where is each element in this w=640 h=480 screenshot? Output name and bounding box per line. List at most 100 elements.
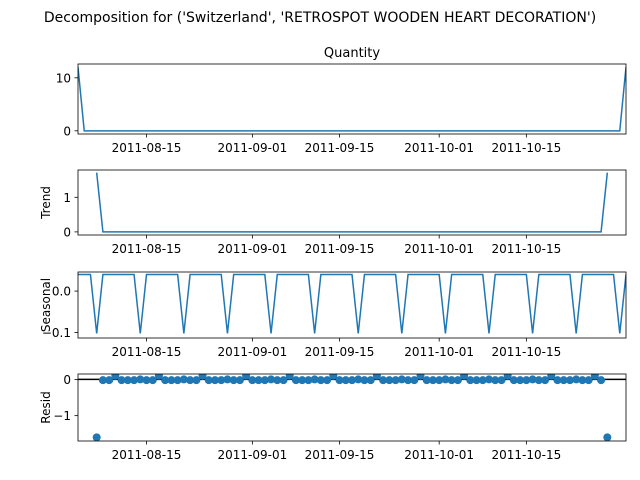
resid-point [111, 374, 120, 380]
resid-point [348, 376, 356, 385]
resid-point [422, 376, 431, 385]
resid-point [472, 376, 481, 385]
resid-x-tick-label: 2011-10-01 [404, 448, 474, 462]
resid-point [516, 376, 525, 385]
trend-y-axis-label: Trend [39, 186, 53, 220]
resid-point [254, 376, 263, 385]
resid-y-tick-label: −1 [53, 409, 71, 423]
panel-trend: 0 1 2011-08-15 2011-09-01 2011-09-15 2011-10-… [39, 169, 627, 256]
resid-point [167, 376, 176, 385]
observed-title: Quantity [324, 46, 380, 61]
resid-point [217, 376, 226, 385]
trend-x-tick-label: 2011-10-01 [404, 242, 474, 256]
resid-point [590, 374, 599, 380]
resid-point [522, 376, 531, 385]
resid-point [323, 376, 332, 385]
resid-point [460, 374, 469, 380]
seasonal-series-line [78, 273, 626, 334]
seasonal-y-tick-label: −0.1 [42, 326, 71, 340]
resid-x-tick-label: 2011-10-15 [491, 448, 561, 462]
resid-point [98, 376, 107, 385]
resid-point [503, 374, 512, 380]
resid-axes-frame [77, 373, 627, 442]
resid-point [173, 376, 182, 385]
trend-y-tick-label: 0 [63, 225, 71, 239]
resid-point [435, 376, 444, 385]
resid-point [192, 376, 201, 385]
panel-resid: −1 0 2011-08-15 2011-09-01 2011-09-15 2011-10… [39, 373, 627, 462]
resid-point [441, 375, 450, 384]
resid-point [304, 376, 313, 385]
seasonal-x-tick-label: 2011-09-15 [305, 345, 375, 359]
resid-point [310, 375, 319, 384]
resid-point [242, 374, 251, 380]
resid-point [285, 374, 294, 380]
resid-point [541, 376, 550, 385]
observed-x-tick-label: 2011-10-01 [404, 141, 474, 155]
resid-point [179, 375, 188, 384]
resid-y-axis-label: Resid [39, 391, 53, 423]
observed-y-tick-label: 10 [56, 71, 71, 85]
observed-x-tick-label: 2011-08-15 [112, 141, 182, 155]
resid-point [198, 374, 207, 380]
figure-suptitle: Decomposition for ('Switzerland', 'RETRO… [44, 10, 596, 26]
resid-point [235, 376, 244, 385]
resid-point [148, 376, 157, 385]
resid-point [509, 376, 518, 385]
observed-plot-area [78, 67, 626, 132]
resid-point [211, 376, 219, 385]
resid-point [404, 376, 413, 385]
resid-point [267, 375, 276, 384]
seasonal-x-tick-label: 2011-10-01 [404, 345, 474, 359]
resid-plot-area [78, 374, 626, 441]
resid-point [117, 376, 126, 385]
trend-series-line [95, 172, 609, 233]
resid-x-tick-label: 2011-09-01 [217, 448, 287, 462]
resid-point [223, 375, 232, 384]
resid-point [578, 376, 587, 385]
resid-point [572, 375, 581, 384]
observed-y-tick-label: 0 [63, 124, 71, 138]
trend-x-tick-label: 2011-09-15 [305, 242, 375, 256]
resid-x-tick-label: 2011-08-15 [112, 448, 182, 462]
trend-axes-frame [77, 169, 627, 236]
panel-observed: 0 10 2011-08-15 2011-09-01 2011-09-15 2011-10… [56, 46, 627, 155]
resid-point [298, 376, 307, 385]
resid-point [248, 376, 257, 385]
trend-plot-area [95, 172, 609, 233]
resid-point [416, 374, 425, 380]
trend-x-tick-label: 2011-09-01 [217, 242, 287, 256]
resid-point [553, 376, 562, 385]
resid-point [453, 376, 462, 385]
observed-x-tick-label: 2011-09-01 [217, 141, 287, 155]
resid-point [478, 376, 487, 385]
resid-point [273, 376, 282, 385]
observed-x-tick-label: 2011-09-15 [305, 141, 375, 155]
resid-point [466, 376, 475, 385]
resid-point [161, 376, 170, 385]
seasonal-y-axis-label: Seasonal [39, 278, 53, 332]
resid-point [360, 376, 369, 385]
resid-point [428, 376, 437, 385]
resid-point [366, 376, 375, 385]
seasonal-x-tick-label: 2011-09-01 [217, 345, 287, 359]
resid-point [559, 376, 568, 385]
resid-point [372, 374, 381, 380]
trend-y-tick-label: 1 [63, 191, 71, 205]
seasonal-x-tick-label: 2011-08-15 [112, 345, 182, 359]
resid-point [491, 376, 500, 385]
resid-x-tick-label: 2011-09-15 [305, 448, 375, 462]
seasonal-x-tick-label: 2011-10-15 [491, 345, 561, 359]
resid-point [565, 376, 574, 385]
resid-point [379, 376, 388, 385]
observed-axes-frame [77, 63, 627, 135]
trend-x-tick-label: 2011-10-15 [491, 242, 561, 256]
resid-point [497, 376, 506, 385]
resid-point [316, 376, 325, 385]
resid-point [136, 375, 145, 384]
seasonal-axes-frame [77, 271, 627, 339]
resid-point [105, 376, 114, 385]
observed-series-line [78, 67, 626, 132]
